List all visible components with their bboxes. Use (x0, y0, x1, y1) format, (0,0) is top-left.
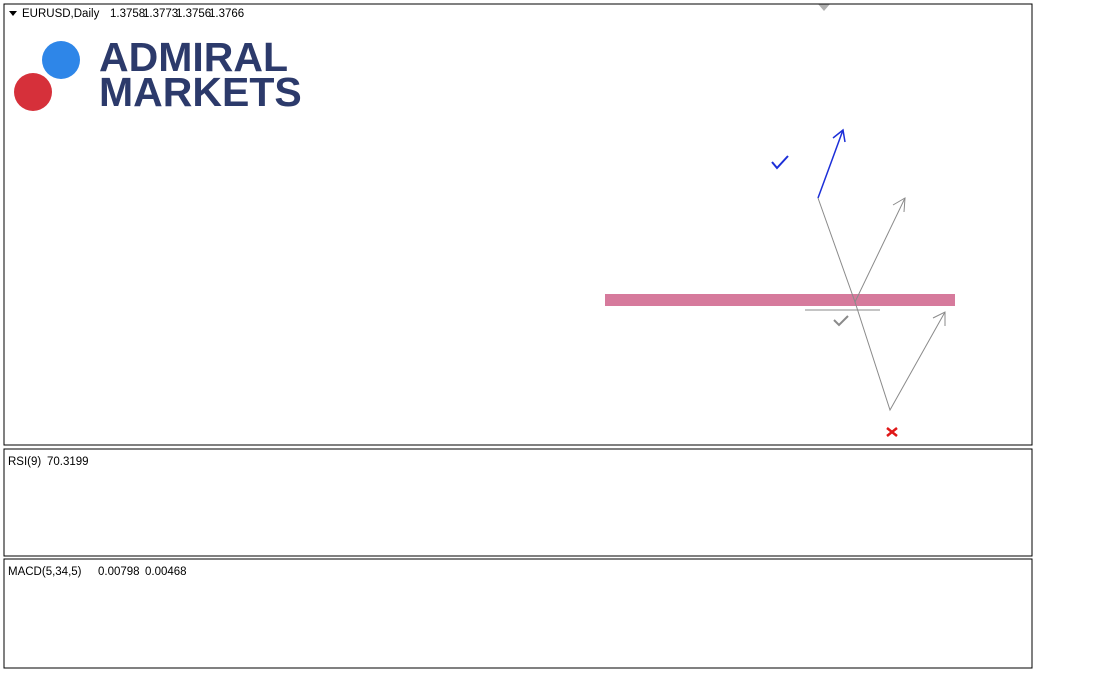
rsi-panel-frame (3, 448, 1033, 557)
arrow-head (892, 197, 906, 213)
scenario-line (854, 301, 946, 412)
arrow-head (932, 311, 946, 326)
ohlc-high: 1.3773 (143, 8, 178, 20)
logo-circle-blue (42, 41, 80, 79)
logo-text: MARKETS (99, 69, 302, 115)
arrow-head (832, 128, 846, 143)
main-panel-frame (3, 3, 1033, 446)
shift-marker (818, 4, 830, 11)
logo-text: ADMIRAL (99, 34, 288, 80)
ohlc-low: 1.3756 (176, 8, 211, 20)
support-zone (605, 294, 955, 306)
check-mark (833, 315, 849, 327)
rsi-value: 70.3199 (47, 456, 89, 468)
macd-signal-value: 0.00468 (145, 566, 187, 578)
macd-value: 0.00798 (98, 566, 140, 578)
menu-triangle (9, 11, 17, 16)
macd-title: MACD(5,34,5) (8, 566, 82, 578)
check-mark (771, 155, 789, 170)
rsi-title: RSI(9) (8, 456, 41, 468)
macd-panel-frame (3, 558, 1033, 669)
projection-arrow (817, 129, 844, 199)
symbol-title: EURUSD,Daily (22, 8, 100, 20)
annotations (605, 4, 955, 437)
logo-circle-red (14, 73, 52, 111)
ohlc-close: 1.3766 (209, 8, 244, 20)
cross-mark (886, 427, 898, 437)
ohlc-open: 1.3758 (110, 8, 145, 20)
